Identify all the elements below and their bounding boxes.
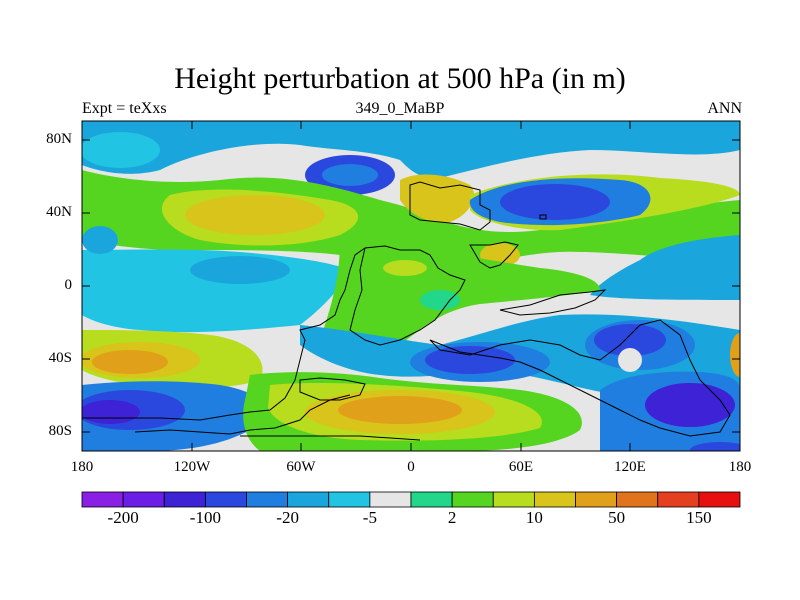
lon-label: 60E — [508, 459, 534, 475]
lat-label: 40N — [46, 204, 72, 220]
lon-label: 0 — [407, 459, 415, 475]
coastline-south-island — [299, 377, 366, 401]
lon-label: 180 — [728, 459, 752, 475]
south-east-low-edge — [690, 442, 740, 451]
lat-label: 40S — [48, 350, 72, 366]
colorbar-swatch — [698, 491, 741, 508]
colorbar-label: -200 — [107, 508, 139, 527]
colorbar-swatch — [451, 491, 494, 508]
coastline-lake — [539, 214, 547, 220]
colorbar-swatch — [287, 491, 330, 508]
lat-label: 80S — [48, 423, 72, 439]
equatorial-low-west — [82, 226, 118, 254]
coastline-americas — [82, 247, 366, 421]
colorbar-swatch — [328, 491, 371, 508]
lat-label: 0 — [64, 277, 73, 293]
central-weak — [420, 290, 460, 310]
contour-field — [82, 121, 740, 451]
coastlines — [82, 181, 731, 441]
equatorial-low-core — [190, 256, 290, 284]
colorbar-swatch — [533, 491, 576, 508]
coastline-europe — [409, 181, 491, 231]
map-title: Height perturbation at 500 hPa (in m) — [174, 62, 626, 95]
colorbar-label: 50 — [608, 508, 626, 527]
colorbar-label: 2 — [447, 508, 457, 527]
low-asia — [500, 184, 610, 220]
time-label: 349_0_MaBP — [355, 100, 445, 117]
colorbar-swatch — [616, 491, 659, 508]
colorbar-label: 10 — [525, 508, 543, 527]
colorbar-swatch — [246, 491, 289, 508]
colorbar-label: -100 — [189, 508, 221, 527]
north-negative-band — [82, 121, 740, 179]
lon-label: 180 — [70, 459, 94, 475]
coastline-indonesia — [499, 289, 607, 316]
colorbar-swatch — [122, 491, 165, 508]
colorbar-swatch — [575, 491, 618, 508]
coastline-africa — [349, 245, 466, 346]
south-low-east — [594, 324, 666, 356]
colorbar-label: -5 — [362, 508, 377, 527]
low-alaska — [82, 132, 160, 168]
south-pacific-high-core — [92, 350, 168, 374]
lat-label: 80N — [46, 131, 72, 147]
high-north-america — [185, 195, 325, 235]
colorbar — [81, 491, 741, 508]
lon-label: 60W — [286, 459, 316, 475]
colorbar-label: 150 — [686, 508, 712, 527]
south-high-core — [338, 396, 462, 424]
south-east-low — [645, 383, 735, 427]
colorbar-swatch — [204, 491, 247, 508]
coastline-arabia — [469, 241, 519, 269]
coastline-australia-antarctica — [429, 319, 731, 437]
lon-label: 120W — [173, 459, 211, 475]
central-positive-core — [383, 260, 427, 276]
south-low — [425, 346, 515, 374]
coastline-south — [134, 394, 351, 435]
colorbar-swatch — [369, 491, 412, 508]
colorbar-swatch — [657, 491, 700, 508]
south-west-low-core — [82, 400, 140, 424]
lon-label: 120E — [614, 459, 646, 475]
season-label: ANN — [707, 100, 742, 117]
high-europe — [400, 174, 474, 223]
low-west-pacific — [590, 235, 740, 300]
colorbar-swatch — [410, 491, 453, 508]
colorbar-swatch — [81, 491, 124, 508]
low-north-atlantic-core — [322, 164, 378, 186]
colorbar-swatch — [163, 491, 206, 508]
colorbar-label: -20 — [276, 508, 299, 527]
experiment-label: Expt = teXxs — [82, 100, 167, 117]
axis-ticks — [81, 121, 741, 451]
south-zero-hole — [618, 348, 642, 372]
colorbar-swatch — [492, 491, 535, 508]
south-east-high-edge — [730, 333, 740, 377]
coastline-antarctic — [240, 435, 421, 441]
